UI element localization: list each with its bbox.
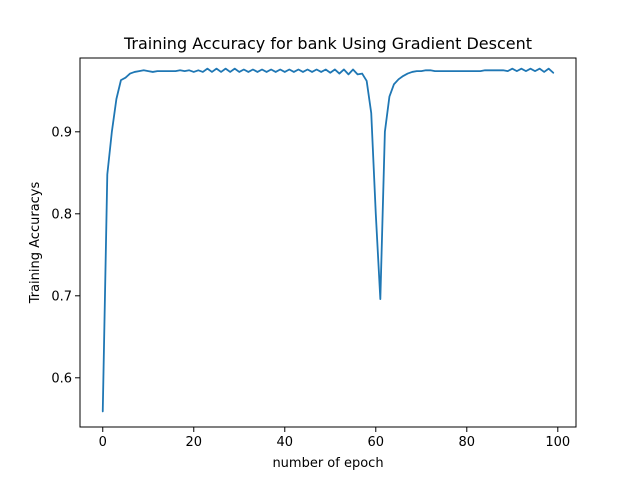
x-axis-title: number of epoch <box>272 456 383 471</box>
x-tick-label: 0 <box>99 435 107 450</box>
y-tick-label: 0.9 <box>51 125 72 140</box>
y-tick-label: 0.6 <box>51 371 72 386</box>
series-line-accuracy <box>101 67 555 413</box>
x-tick-label: 40 <box>276 435 293 450</box>
y-axis-title: Training Accuracys <box>28 182 43 305</box>
y-tick-label: 0.8 <box>51 207 72 222</box>
plot-background <box>80 58 576 427</box>
x-tick-label: 20 <box>185 435 202 450</box>
plot-frame <box>79 57 577 428</box>
series-layer <box>101 67 555 413</box>
y-tick-label: 0.7 <box>51 289 72 304</box>
tick-layer: 0 20 40 60 80 100 0.6 0.7 0.8 0.9 <box>51 125 570 450</box>
x-tick-label: 100 <box>545 435 570 450</box>
chart-title: Training Accuracy for bank Using Gradien… <box>123 34 532 53</box>
x-tick-label: 60 <box>368 435 385 450</box>
x-tick-label: 80 <box>459 435 476 450</box>
